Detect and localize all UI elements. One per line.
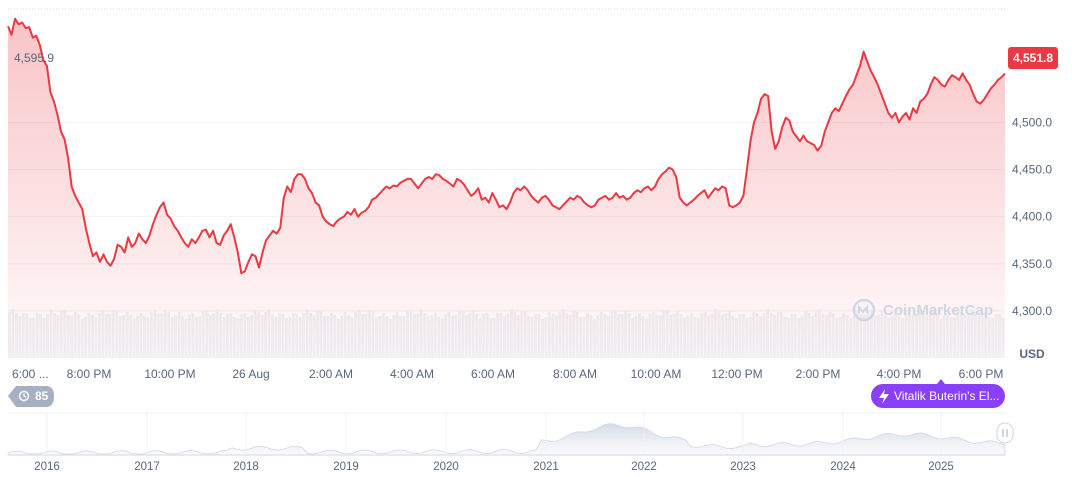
price-line — [7, 17, 1006, 275]
x-tick-label: 8:00 PM — [67, 367, 112, 381]
y-axis-ticks: 4,300.0 4,350.0 4,400.0 4,450.0 4,500.0 — [1012, 115, 1052, 317]
navigator-year-label: 2023 — [730, 461, 756, 473]
start-price-label: 4,595.9 — [14, 51, 54, 65]
history-count: 85 — [35, 389, 49, 403]
watermark-text: CoinMarketCap — [883, 302, 993, 319]
range-navigator[interactable] — [7, 412, 1006, 456]
x-tick-label: 10:00 PM — [144, 367, 195, 381]
current-price-text: 4,551.8 — [1013, 51, 1053, 65]
y-tick-label: 4,500.0 — [1012, 115, 1052, 129]
x-axis-ticks: 6:00 ... 8:00 PM 10:00 PM 26 Aug 2:00 AM 4:00… — [12, 367, 1003, 381]
navigator-year-label: 2016 — [34, 461, 60, 473]
x-tick-label: 12:00 PM — [711, 367, 762, 381]
navigator-handle[interactable] — [996, 422, 1014, 444]
navigator-year-label: 2024 — [830, 461, 856, 473]
price-area-fill — [8, 18, 1005, 359]
navigator-year-label: 2020 — [433, 461, 459, 473]
event-label: Vitalik Buterin's El... — [894, 389, 999, 403]
x-tick-label: 2:00 AM — [309, 367, 353, 381]
x-tick-label: 6:00 PM — [959, 367, 1004, 381]
navigator-year-ticks: 2016 2017 2018 2019 2020 2021 2022 2023 2024 2025 — [34, 413, 954, 473]
x-tick-label: 10:00 AM — [631, 367, 682, 381]
y-tick-label: 4,450.0 — [1012, 163, 1052, 177]
y-tick-label: 4,300.0 — [1012, 304, 1052, 318]
x-tick-label: 4:00 AM — [390, 367, 434, 381]
x-tick-label: 26 Aug — [232, 367, 269, 381]
y-tick-label: 4,350.0 — [1012, 257, 1052, 271]
coinmarketcap-watermark: CoinMarketCap — [852, 298, 993, 322]
history-badge[interactable]: 85 — [8, 386, 54, 407]
event-badge[interactable]: Vitalik Buterin's El... — [871, 379, 1005, 408]
x-tick-label: 6:00 AM — [471, 367, 515, 381]
lightning-icon — [879, 389, 889, 404]
x-tick-label: 2:00 PM — [796, 367, 841, 381]
navigator-year-label: 2025 — [928, 461, 954, 473]
navigator-year-label: 2017 — [134, 461, 160, 473]
x-tick-label: 4:00 PM — [877, 367, 922, 381]
navigator-year-label: 2018 — [233, 461, 259, 473]
x-tick-label: 8:00 AM — [553, 367, 597, 381]
navigator-year-label: 2019 — [333, 461, 359, 473]
navigator-area — [7, 423, 1006, 456]
currency-unit-label: USD — [1019, 347, 1045, 361]
x-tick-label: 6:00 ... — [12, 367, 49, 381]
price-area — [8, 18, 1005, 359]
history-icon — [18, 390, 30, 402]
navigator-year-label: 2021 — [533, 461, 559, 473]
y-tick-label: 4,400.0 — [1012, 210, 1052, 224]
current-price-badge: 4,551.8 — [1008, 47, 1058, 69]
navigator-year-label: 2022 — [631, 461, 657, 473]
coinmarketcap-logo-icon — [852, 298, 876, 322]
price-line-group — [7, 17, 1006, 275]
